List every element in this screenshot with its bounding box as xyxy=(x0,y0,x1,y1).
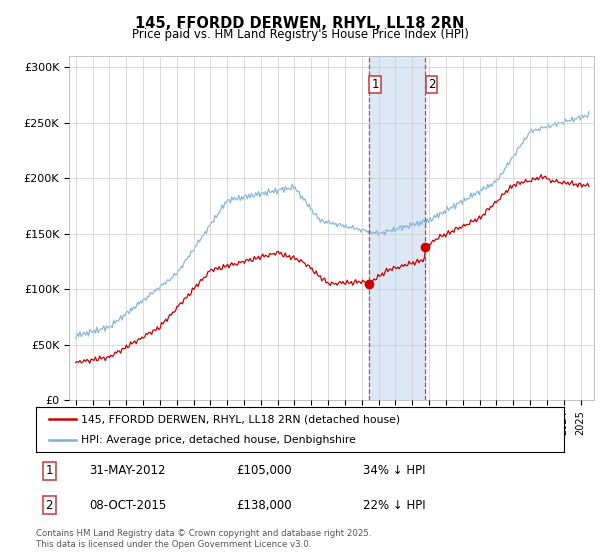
Text: 08-OCT-2015: 08-OCT-2015 xyxy=(89,498,166,512)
Text: £138,000: £138,000 xyxy=(236,498,292,512)
Text: £105,000: £105,000 xyxy=(236,464,292,477)
Text: HPI: Average price, detached house, Denbighshire: HPI: Average price, detached house, Denb… xyxy=(81,435,356,445)
Text: 2: 2 xyxy=(46,498,53,512)
Text: 145, FFORDD DERWEN, RHYL, LL18 2RN (detached house): 145, FFORDD DERWEN, RHYL, LL18 2RN (deta… xyxy=(81,414,400,424)
Text: 31-MAY-2012: 31-MAY-2012 xyxy=(89,464,166,477)
Text: Price paid vs. HM Land Registry's House Price Index (HPI): Price paid vs. HM Land Registry's House … xyxy=(131,28,469,41)
Text: Contains HM Land Registry data © Crown copyright and database right 2025.
This d: Contains HM Land Registry data © Crown c… xyxy=(36,529,371,549)
Text: 22% ↓ HPI: 22% ↓ HPI xyxy=(364,498,426,512)
Text: 1: 1 xyxy=(46,464,53,477)
Bar xyxy=(369,56,425,400)
Text: 34% ↓ HPI: 34% ↓ HPI xyxy=(364,464,426,477)
Text: 145, FFORDD DERWEN, RHYL, LL18 2RN: 145, FFORDD DERWEN, RHYL, LL18 2RN xyxy=(136,16,464,31)
Text: 1: 1 xyxy=(371,78,379,91)
Text: 2: 2 xyxy=(428,78,435,91)
